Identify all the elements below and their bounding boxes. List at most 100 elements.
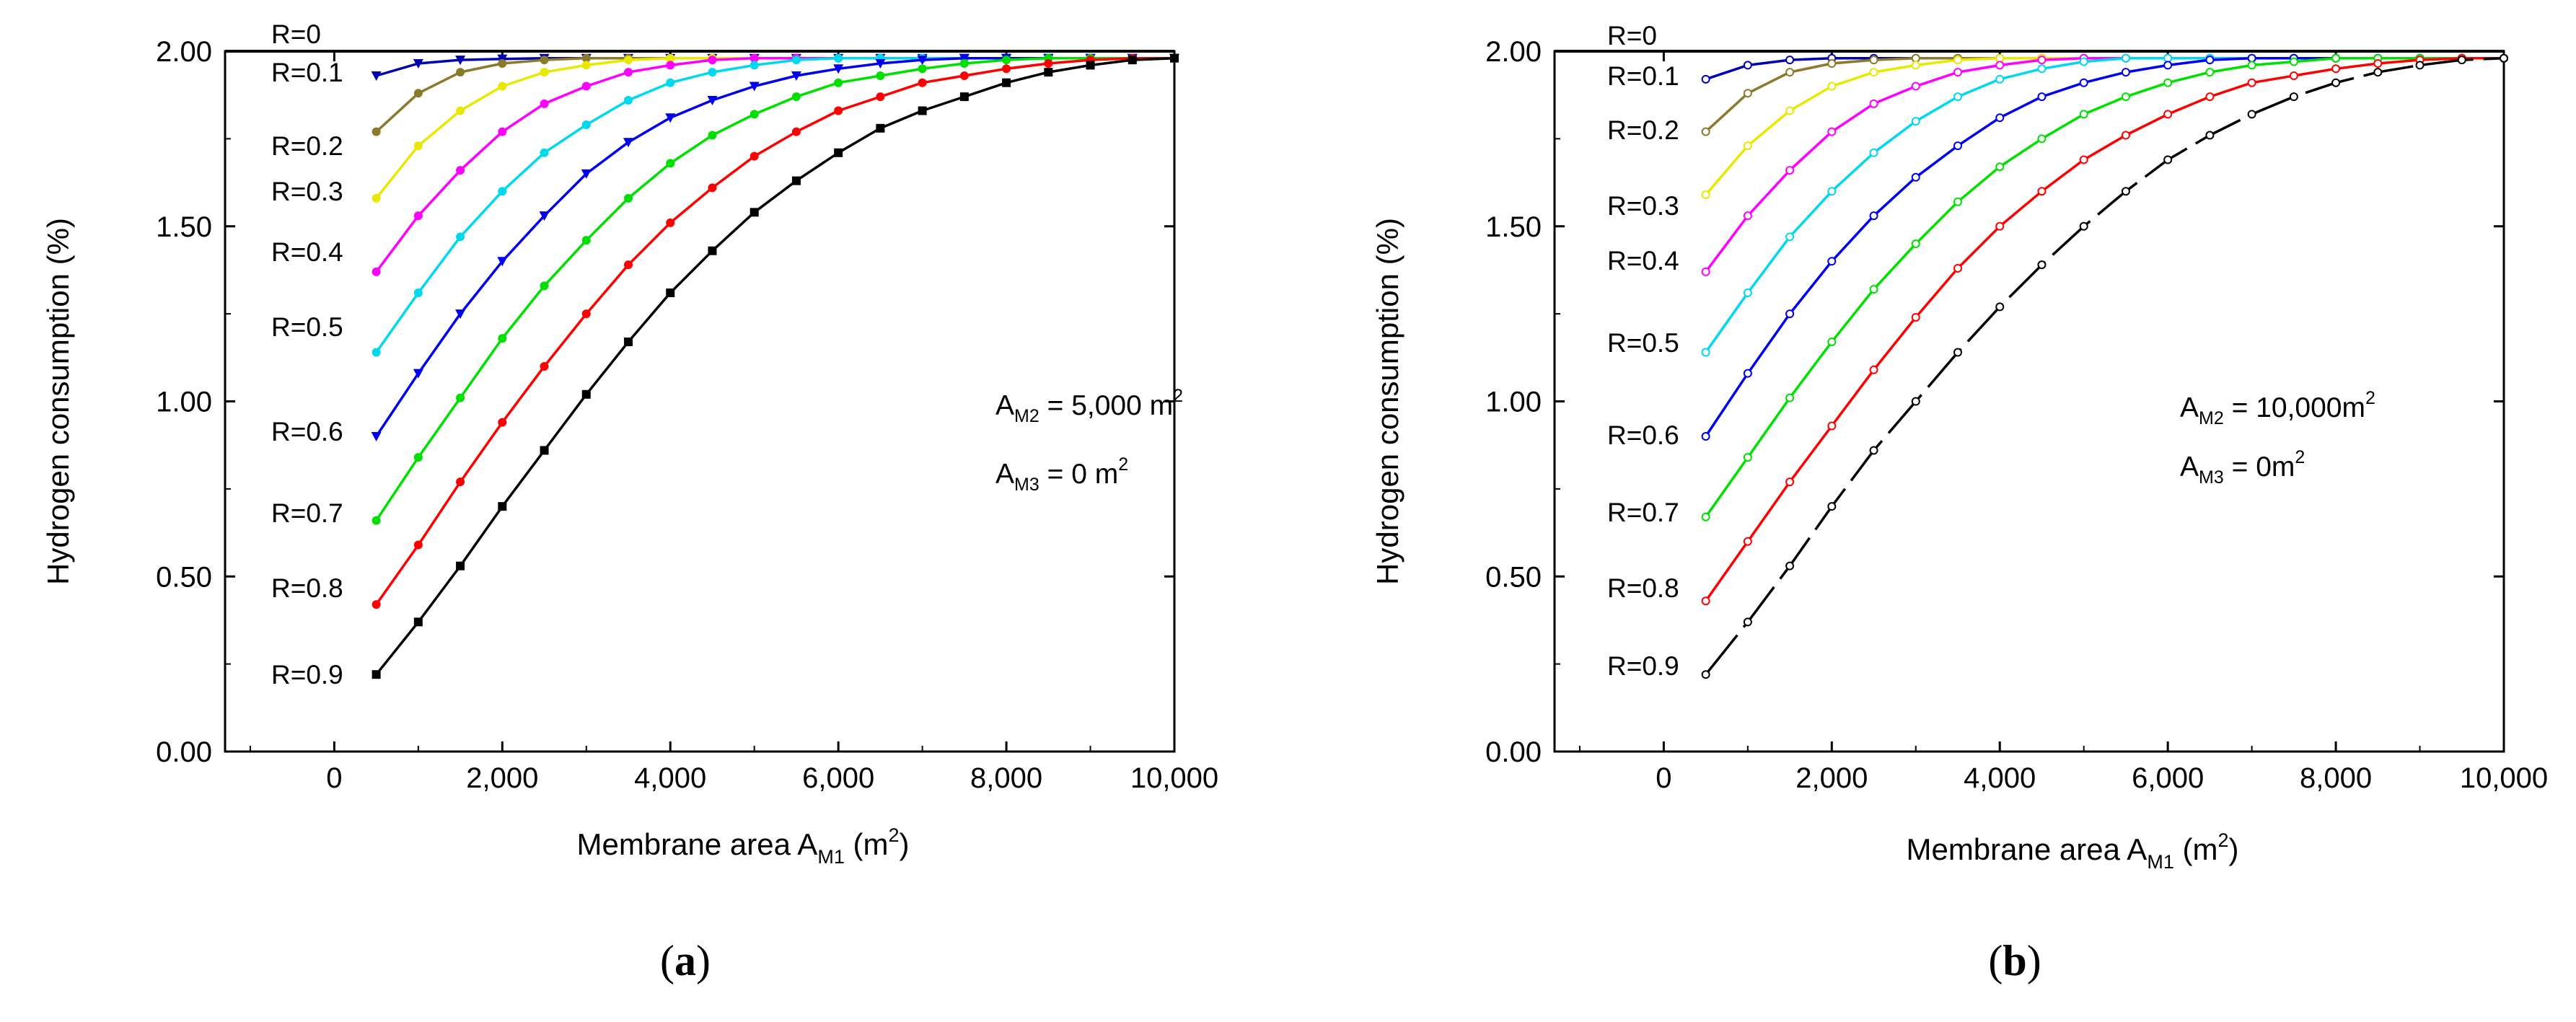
data-point — [1995, 53, 2005, 63]
series-label: R=0.1 — [1607, 61, 1679, 91]
data-point — [2205, 131, 2215, 140]
data-point — [1743, 617, 1752, 627]
chart-panel-b: 0.00 0.50 1.00 1.50 2.00 0 2,000 4,000 6,000 8,00… — [1371, 21, 2548, 984]
data-point — [581, 53, 591, 63]
data-point — [666, 61, 675, 70]
series-line — [375, 56, 1174, 199]
data-point — [1827, 82, 1837, 91]
data-point — [1127, 56, 1137, 65]
data-point — [2289, 71, 2298, 80]
annotation-1: AM2 = 5,000 m2 — [995, 386, 1183, 426]
x-tick-label: 4,000 — [1964, 762, 2036, 794]
data-point — [1170, 53, 1179, 63]
data-point — [834, 53, 843, 63]
series-label: R=0.7 — [1607, 498, 1679, 527]
x-tick-label: 10,000 — [1130, 762, 1218, 794]
data-point — [1785, 106, 1795, 115]
data-point — [372, 348, 381, 357]
series-label: R=0.3 — [271, 177, 343, 206]
data-point — [2247, 110, 2256, 119]
data-point — [1911, 312, 1920, 322]
data-point — [2079, 110, 2088, 119]
data-point — [2331, 78, 2341, 87]
series-line — [375, 56, 1174, 437]
data-point — [581, 309, 591, 319]
data-point — [1743, 141, 1752, 151]
data-point — [1785, 561, 1795, 571]
data-point — [2163, 110, 2173, 119]
data-point — [413, 288, 423, 297]
data-point — [1869, 148, 1878, 157]
panel-label: (b) — [1988, 937, 2041, 984]
series-line — [1705, 56, 2504, 133]
data-point — [917, 56, 928, 66]
series-label: R=0.7 — [271, 498, 343, 528]
data-point — [372, 516, 381, 525]
data-point — [498, 187, 507, 196]
x-tick-label: 2,000 — [1795, 762, 1868, 794]
data-point — [1995, 113, 2005, 123]
data-point — [455, 309, 466, 320]
data-point — [2079, 221, 2088, 231]
data-point — [666, 218, 675, 227]
data-point — [2037, 134, 2047, 144]
y-axis-title: Hydrogen consumption (%) — [41, 218, 75, 585]
data-point — [413, 211, 423, 221]
data-point — [1785, 309, 1795, 319]
series-R=0.5: R=0.5 — [271, 53, 1179, 357]
data-point — [372, 600, 381, 609]
data-point — [2163, 61, 2173, 70]
data-point — [749, 110, 759, 119]
data-point — [1701, 127, 1710, 136]
data-point — [1911, 53, 1920, 63]
y-tick-label: 1.00 — [156, 387, 212, 418]
y-axis-title: Hydrogen consumption (%) — [1371, 218, 1405, 585]
x-tick-label: 6,000 — [802, 762, 874, 794]
series-label: R=0.9 — [271, 660, 343, 690]
data-point — [540, 148, 549, 157]
series-R=0.8: R=0.8 — [271, 53, 1179, 609]
data-point — [708, 131, 717, 140]
data-point — [2121, 68, 2130, 77]
data-point — [1953, 56, 1963, 65]
data-point — [2331, 53, 2341, 63]
data-point — [791, 92, 801, 102]
data-point — [1911, 117, 1920, 126]
y-tick-label: 0.50 — [1485, 561, 1542, 593]
data-point — [624, 337, 633, 346]
data-point — [1995, 221, 2005, 231]
data-point — [1911, 397, 1920, 406]
y-tick-label: 1.50 — [156, 211, 212, 243]
annotation-2: AM3 = 0m2 — [2180, 447, 2305, 488]
data-point — [2373, 58, 2383, 68]
y-tick-label: 0.00 — [156, 736, 212, 768]
data-point — [1827, 257, 1837, 266]
data-point — [1002, 78, 1011, 87]
data-point — [708, 246, 717, 255]
x-tick-label: 2,000 — [466, 762, 538, 794]
data-point — [2163, 78, 2173, 87]
series-line — [1705, 56, 2505, 676]
data-point — [2373, 68, 2383, 77]
series-R=0.9: R=0.9 — [1607, 53, 2508, 681]
data-point — [581, 120, 591, 129]
data-point — [1869, 99, 1878, 108]
data-point — [1995, 74, 2005, 84]
data-point — [2163, 53, 2173, 63]
data-point — [1701, 432, 1710, 441]
data-point — [1785, 166, 1795, 175]
data-point — [665, 113, 676, 123]
data-point — [1869, 68, 1878, 77]
data-point — [456, 393, 465, 402]
data-point — [1827, 127, 1837, 136]
data-point — [2247, 53, 2256, 63]
data-point — [1785, 68, 1795, 77]
series-label: R=0.8 — [1607, 573, 1679, 603]
data-point — [875, 58, 886, 69]
data-point — [624, 193, 633, 203]
data-point — [959, 58, 969, 68]
series-label: R=0.9 — [1607, 651, 1679, 681]
series-line — [375, 56, 1174, 353]
data-point — [456, 477, 465, 487]
data-point — [540, 361, 549, 371]
